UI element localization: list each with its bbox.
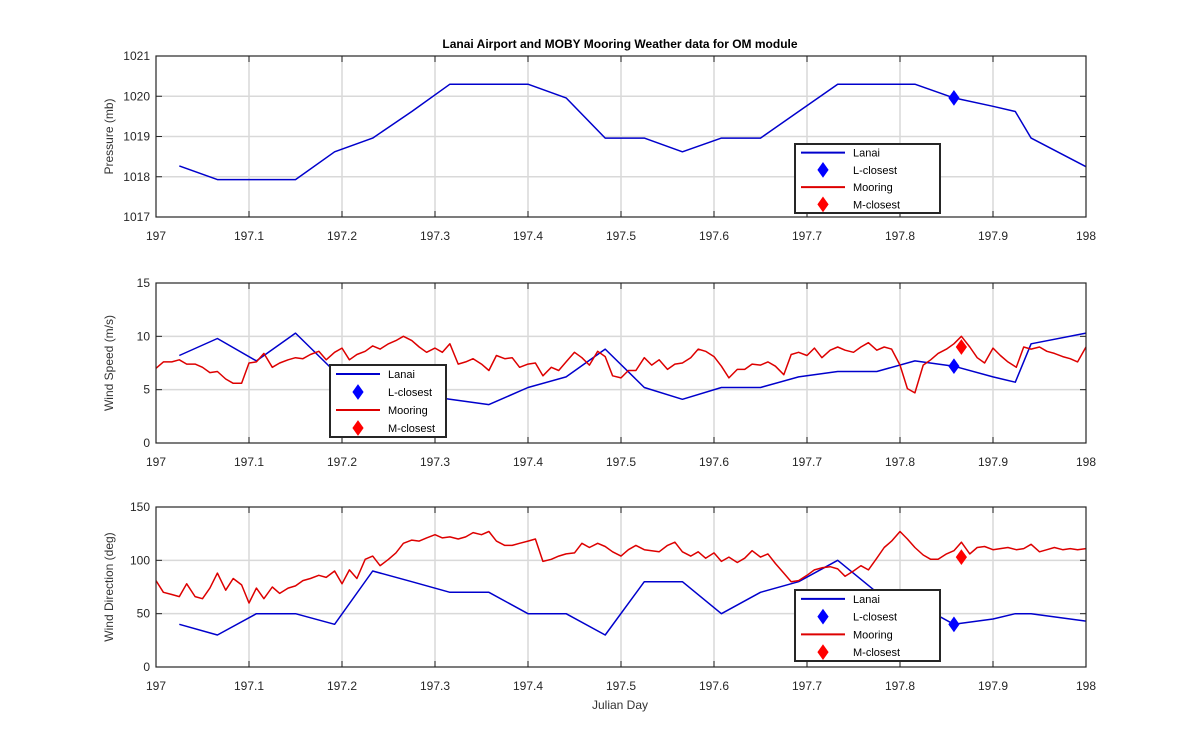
x-tick-label: 197.4 [513, 229, 543, 243]
x-tick-label: 197.8 [885, 229, 915, 243]
legend-box [794, 143, 941, 214]
legend-label: M-closest [853, 199, 900, 211]
y-tick-label: 50 [137, 607, 151, 621]
x-tick-label: 197.3 [420, 455, 450, 469]
marker-l-closest [948, 358, 960, 375]
legend-label: L-closest [388, 387, 432, 399]
x-tick-label: 197.9 [978, 455, 1008, 469]
x-tick-label: 197.7 [792, 455, 822, 469]
x-tick-label: 198 [1076, 229, 1096, 243]
legend-marker-l-closest [817, 162, 829, 178]
x-tick-label: 197.2 [327, 229, 357, 243]
legend-marker-m-closest [352, 420, 364, 436]
x-tick-label: 197.1 [234, 455, 264, 469]
y-tick-label: 5 [143, 383, 150, 397]
y-tick-label: 0 [143, 660, 150, 674]
legend-label: L-closest [853, 165, 897, 177]
legend-marker-l-closest [817, 608, 829, 625]
x-tick-label: 197.5 [606, 679, 636, 693]
y-tick-label: 100 [130, 553, 150, 567]
y-axis-label: Wind Speed (m/s) [102, 315, 116, 411]
x-tick-label: 197.9 [978, 229, 1008, 243]
x-tick-label: 197.7 [792, 229, 822, 243]
x-tick-label: 198 [1076, 455, 1096, 469]
y-tick-label: 10 [137, 329, 151, 343]
x-tick-label: 197.6 [699, 455, 729, 469]
x-tick-label: 197.6 [699, 679, 729, 693]
x-tick-label: 197 [146, 679, 166, 693]
legend-label: Mooring [388, 405, 428, 417]
x-tick-label: 197.1 [234, 679, 264, 693]
pressure-plot: 197 197.1 197.2 197.3 197.4 197.5 197.6 197.7 19… [102, 49, 1096, 243]
legend-label: Lanai [853, 148, 880, 160]
series-line-mooring [155, 530, 1087, 604]
y-tick-label: 1021 [123, 49, 150, 63]
marker-m-closest [955, 549, 967, 565]
y-tick-label: 1017 [123, 210, 150, 224]
x-tick-label: 197 [146, 229, 166, 243]
x-tick-label: 198 [1076, 679, 1096, 693]
y-tick-label: 150 [130, 500, 150, 514]
legend-label: Lanai [388, 369, 415, 381]
x-tick-label: 197.8 [885, 679, 915, 693]
y-tick-label: 15 [137, 276, 151, 290]
axes-box [155, 506, 1087, 668]
legend-label: Lanai [853, 594, 880, 606]
x-tick-label: 197.6 [699, 229, 729, 243]
legend-box [329, 364, 447, 438]
y-tick-label: 1020 [123, 89, 150, 103]
legend-marker-l-closest [352, 384, 364, 400]
legend-label: L-closest [853, 612, 897, 624]
x-tick-label: 197.5 [606, 455, 636, 469]
axes-box [155, 55, 1087, 218]
axes-box [155, 282, 1087, 444]
wind-speed-plot: 197 197.1 197.2 197.3 197.4 197.5 197.6 197.7 19… [102, 276, 1096, 469]
x-tick-label: 197.4 [513, 455, 543, 469]
x-tick-label: 197 [146, 455, 166, 469]
x-tick-label: 197.7 [792, 679, 822, 693]
y-tick-label: 1018 [123, 170, 150, 184]
y-axis-label: Wind Direction (deg) [102, 532, 116, 641]
x-tick-label: 197.2 [327, 679, 357, 693]
marker-l-closest [948, 89, 960, 106]
y-axis-label: Pressure (mb) [102, 98, 116, 174]
x-tick-label: 197.8 [885, 455, 915, 469]
x-tick-label: 197.4 [513, 679, 543, 693]
legend-marker-m-closest [817, 196, 829, 213]
x-tick-label: 197.1 [234, 229, 264, 243]
y-tick-label: 1019 [123, 130, 150, 144]
marker-l-closest [948, 616, 960, 633]
x-tick-label: 197.9 [978, 679, 1008, 693]
series-line-mooring [155, 335, 1087, 394]
x-tick-label: 197.3 [420, 229, 450, 243]
wind-direction-plot: 197 197.1 197.2 197.3 197.4 197.5 197.6 197.7 19… [102, 500, 1096, 693]
legend-label: Mooring [853, 629, 893, 641]
x-axis-label: Julian Day [592, 698, 648, 712]
legend-marker-m-closest [817, 644, 829, 660]
x-tick-label: 197.2 [327, 455, 357, 469]
legend-box [794, 589, 941, 662]
y-tick-label: 0 [143, 436, 150, 450]
legend-label: Mooring [853, 182, 893, 194]
legend-label: M-closest [388, 423, 435, 435]
legend-label: M-closest [853, 647, 900, 659]
figure-title: Lanai Airport and MOBY Mooring Weather d… [442, 37, 797, 51]
x-tick-label: 197.5 [606, 229, 636, 243]
x-tick-label: 197.3 [420, 679, 450, 693]
marker-m-closest [955, 339, 967, 355]
